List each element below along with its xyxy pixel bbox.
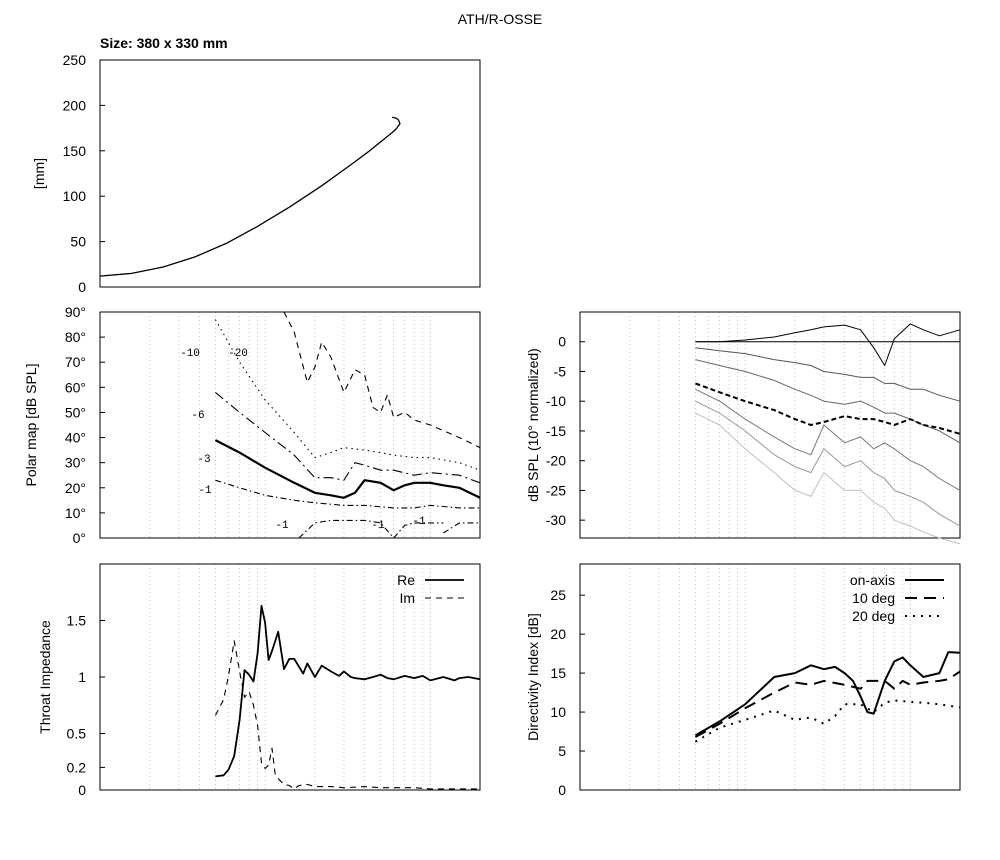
di-series-line bbox=[694, 651, 961, 737]
norm-ytick-label: 0 bbox=[558, 334, 566, 350]
di-ytick-label: 15 bbox=[550, 665, 566, 681]
polar-ytick-label: 70° bbox=[65, 354, 86, 370]
profile-ytick-label: 50 bbox=[70, 234, 86, 250]
profile-ytick-label: 200 bbox=[63, 97, 87, 113]
polar-contour bbox=[214, 319, 481, 471]
imp-ylabel: Throat Impedance bbox=[37, 620, 53, 734]
polar-contour-label: -1 bbox=[412, 516, 426, 528]
norm-ylabel: dB SPL (10° normalized) bbox=[525, 348, 541, 502]
di-series-line bbox=[694, 670, 961, 738]
di-legend-label: 10 deg bbox=[852, 590, 895, 606]
polar-ylabel: Polar map [dB SPL] bbox=[23, 364, 39, 487]
norm-ytick-label: -10 bbox=[546, 393, 566, 409]
polar-ytick-label: 0° bbox=[73, 530, 86, 546]
norm-series-line bbox=[695, 388, 961, 491]
di-ytick-label: 0 bbox=[558, 782, 566, 798]
polar-contour bbox=[283, 311, 481, 449]
di-frame bbox=[579, 563, 961, 791]
di-legend-label: on-axis bbox=[850, 572, 895, 588]
imp-ytick-label: 0 bbox=[78, 782, 86, 798]
profile-frame bbox=[99, 59, 481, 288]
imp-ytick-label: 1 bbox=[78, 669, 86, 685]
imp-series-line bbox=[215, 604, 481, 778]
imp-ytick-label: 0.2 bbox=[67, 759, 87, 775]
imp-ytick-label: 0.5 bbox=[67, 726, 87, 742]
profile-ytick-label: 150 bbox=[63, 143, 87, 159]
di-ylabel: Directivity Index [dB] bbox=[525, 613, 541, 741]
norm-series-line bbox=[695, 412, 961, 545]
polar-contour bbox=[215, 391, 481, 484]
polar-ytick-label: 50° bbox=[65, 404, 86, 420]
polar-ytick-label: 80° bbox=[65, 329, 86, 345]
di-ytick-label: 20 bbox=[550, 626, 566, 642]
norm-series-line bbox=[695, 400, 961, 527]
profile-ytick-label: 250 bbox=[63, 52, 87, 68]
imp-ytick-label: 1.5 bbox=[67, 613, 87, 629]
norm-series-line bbox=[695, 382, 961, 435]
di-ytick-label: 25 bbox=[550, 587, 566, 603]
profile-size-annotation: Size: 380 x 330 mm bbox=[100, 35, 228, 51]
polar-ytick-label: 40° bbox=[65, 430, 86, 446]
polar-ytick-label: 30° bbox=[65, 455, 86, 471]
polar-contour-label: -10 bbox=[180, 348, 200, 360]
di-ytick-label: 5 bbox=[558, 743, 566, 759]
polar-frame bbox=[99, 311, 481, 539]
polar-contour-label: -1 bbox=[371, 520, 385, 532]
norm-ytick-label: -25 bbox=[546, 482, 566, 498]
norm-series-line bbox=[695, 347, 961, 402]
polar-contour-label: -3 bbox=[197, 454, 210, 466]
polar-ytick-label: 10° bbox=[65, 505, 86, 521]
imp-legend-label: Re bbox=[397, 572, 415, 588]
figure-title: ATH/R-OSSE bbox=[458, 11, 543, 27]
norm-ytick-label: -5 bbox=[554, 363, 567, 379]
di-ytick-label: 10 bbox=[550, 704, 566, 720]
polar-contour-label: -1 bbox=[275, 520, 289, 532]
profile-ytick-label: 0 bbox=[78, 279, 86, 295]
polar-contour bbox=[298, 519, 444, 539]
polar-ytick-label: 60° bbox=[65, 379, 86, 395]
polar-contour bbox=[214, 439, 481, 499]
imp-series-line bbox=[214, 640, 480, 790]
di-series-line bbox=[694, 699, 961, 743]
norm-ytick-label: -15 bbox=[546, 423, 566, 439]
imp-legend-label: Im bbox=[399, 590, 415, 606]
polar-contour-label: -1 bbox=[198, 485, 212, 497]
di-legend-label: 20 deg bbox=[852, 608, 895, 624]
norm-ytick-label: -20 bbox=[546, 453, 566, 469]
polar-ytick-label: 20° bbox=[65, 480, 86, 496]
polar-contour-label: -20 bbox=[228, 348, 248, 360]
norm-frame bbox=[579, 311, 961, 539]
profile-ytick-label: 100 bbox=[63, 188, 87, 204]
profile-ylabel: [mm] bbox=[31, 158, 47, 189]
polar-contour-label: -6 bbox=[191, 410, 204, 422]
polar-ytick-label: 90° bbox=[65, 304, 86, 320]
norm-series-line bbox=[695, 323, 961, 366]
polar-contour bbox=[443, 522, 480, 534]
norm-ytick-label: -30 bbox=[546, 512, 566, 528]
profile-curve bbox=[99, 116, 401, 277]
